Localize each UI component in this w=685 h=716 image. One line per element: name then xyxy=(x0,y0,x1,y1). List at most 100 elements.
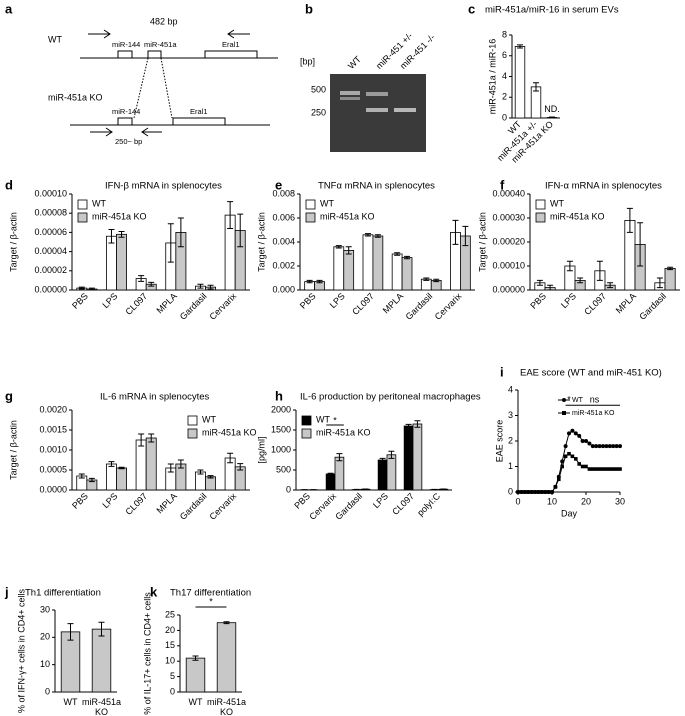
error-bar xyxy=(78,286,85,290)
bar xyxy=(205,476,216,491)
bar xyxy=(106,463,117,491)
deletion-line xyxy=(133,57,149,119)
panel-letter: b xyxy=(305,1,313,16)
error-bar xyxy=(388,450,395,459)
y-tick-label: 0.00000 xyxy=(34,284,67,294)
point xyxy=(614,444,619,449)
x-tick-label: Gardasil xyxy=(637,291,668,322)
ladder-label: 500 xyxy=(311,84,326,94)
chart-title: IFN-α mRNA in splenocytes xyxy=(545,181,662,192)
y-tick-label: 0.0020 xyxy=(39,404,67,414)
bar xyxy=(333,246,345,291)
point xyxy=(577,462,581,466)
x-tick-label: CL097 xyxy=(582,291,608,317)
bar xyxy=(664,267,676,291)
x-tick-label: CL097 xyxy=(350,291,376,317)
bar xyxy=(377,459,388,491)
gene-label: miR-144 xyxy=(112,40,140,49)
gene-label: miR-144 xyxy=(112,107,140,116)
error-bar xyxy=(549,116,555,119)
chart-panel: k Th17 differentiation % of IL-17+ cells i… xyxy=(142,584,251,716)
x-tick-label: MPLA xyxy=(381,291,405,315)
error-bar xyxy=(98,621,105,637)
error-bar xyxy=(404,255,411,260)
x-tick-label: Gardasil xyxy=(404,291,435,322)
error-bar xyxy=(517,44,523,49)
gene-box xyxy=(172,117,226,126)
x-tick-label: WT xyxy=(63,697,78,707)
point xyxy=(601,444,605,449)
point xyxy=(611,444,616,449)
x-tick-label: miR-451a KO xyxy=(81,697,121,716)
error-bar xyxy=(566,260,573,272)
deletion-line xyxy=(160,57,173,119)
legend-label: miR-451a KO xyxy=(316,427,371,437)
panel-letter: f xyxy=(500,177,505,192)
legend-swatch xyxy=(187,415,198,426)
error-bar xyxy=(316,279,323,284)
point xyxy=(594,444,599,449)
error-bar xyxy=(345,246,352,255)
point xyxy=(574,457,578,461)
point xyxy=(597,444,602,449)
y-axis-label: Target / β-actin xyxy=(8,212,18,272)
point xyxy=(570,454,575,459)
point xyxy=(580,464,585,469)
y-tick-label: 10 xyxy=(165,656,175,666)
y-tick-label: 0.000 xyxy=(272,284,295,294)
bar xyxy=(343,249,355,291)
gene-box xyxy=(117,117,133,126)
bar xyxy=(334,456,345,491)
error-bar xyxy=(148,433,155,443)
y-tick-label: 500 xyxy=(276,464,291,474)
y-tick-label: 15 xyxy=(165,640,175,650)
point xyxy=(567,431,571,436)
point xyxy=(590,444,595,449)
y-tick-label: 0.004 xyxy=(272,236,295,246)
point xyxy=(580,439,585,443)
panel-letter: e xyxy=(275,177,282,192)
error-bar xyxy=(637,222,644,267)
point xyxy=(536,490,541,494)
error-bar xyxy=(167,463,174,473)
gel-image xyxy=(330,74,426,152)
primer-arrow xyxy=(141,127,162,137)
point xyxy=(614,467,619,471)
y-tick-label: 3 xyxy=(508,410,513,420)
bar xyxy=(135,439,147,491)
gel-unit: [bp] xyxy=(300,56,315,66)
lane-label: WT xyxy=(346,54,363,71)
error-bar xyxy=(167,223,174,263)
point xyxy=(550,490,554,494)
error-bar xyxy=(197,283,204,289)
bar xyxy=(60,631,81,693)
bar xyxy=(145,437,157,491)
point xyxy=(607,444,612,449)
diagram-a: a WT 482 bp miR-144 miR-451a Eral1 miR-4… xyxy=(5,1,278,146)
point xyxy=(577,433,582,438)
error-bar xyxy=(374,234,381,238)
point xyxy=(563,444,568,449)
y-axis-label: Target / β-actin xyxy=(8,420,18,480)
bar xyxy=(195,471,206,491)
bar xyxy=(386,454,397,491)
chart-panel: g IL-6 mRNA in splenocytes Target / β-acti… xyxy=(5,388,257,521)
annotation: * xyxy=(567,395,571,405)
x-tick-label: MPLA xyxy=(614,291,638,315)
wt-label: WT xyxy=(48,34,62,44)
chart-panel: i EAE score (WT and miR-451 KO) EAE score 0… xyxy=(494,364,661,518)
error-bar xyxy=(452,219,459,245)
x-tick-label-box: WT xyxy=(189,697,203,707)
bar xyxy=(514,46,526,119)
y-tick-label: 0 xyxy=(170,686,175,696)
point xyxy=(584,464,588,469)
point xyxy=(523,490,527,494)
y-axis-label: miR-451a / miR-16 xyxy=(487,39,497,115)
x-tick-label: LPS xyxy=(328,291,347,310)
point xyxy=(557,477,561,482)
error-bar xyxy=(138,275,145,282)
x-tick-label: PBS xyxy=(70,491,90,511)
y-tick-label: 20 xyxy=(40,632,50,642)
y-tick-label: 0.00006 xyxy=(34,227,67,237)
bar xyxy=(116,467,127,491)
